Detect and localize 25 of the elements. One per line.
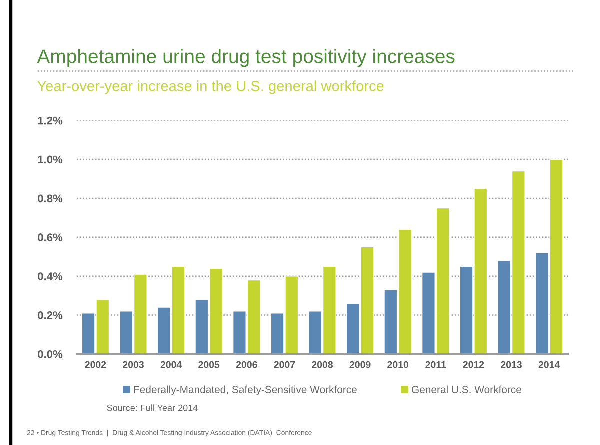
legend-label: General U.S. Workforce [412,386,522,394]
chart-title: Amphetamine urine drug test positivity increases [37,49,455,68]
y-tick-label: 0.2% [38,312,63,320]
chart-subtitle: Year-over-year increase in the U.S. general workforce [38,80,384,94]
x-tick-label: 2005 [198,361,220,368]
x-tick-label: 2014 [538,361,560,368]
source-note: Source: Full Year 2014 [107,404,198,412]
y-tick-label: 1.2% [38,116,63,125]
x-tick-label: 2003 [123,361,144,368]
x-tick-label: 2013 [501,361,522,368]
y-tick-label: 0.4% [38,272,63,280]
x-tick-label: 2011 [426,361,446,368]
x-tick-label: 2010 [388,361,409,368]
x-tick-label: 2004 [160,361,182,368]
legend-label: Federally-Mandated, Safety-Sensitive Workforce [134,386,357,396]
y-tick-label: 0.0% [38,350,63,358]
x-tick-label: 2002 [85,361,106,368]
x-tick-label: 2008 [312,361,334,368]
x-tick-label: 2009 [350,361,371,368]
y-tick-label: 0.6% [38,234,63,242]
x-tick-label: 2007 [274,361,296,368]
y-tick-label: 1.0% [38,156,63,164]
y-tick-label: 0.8% [38,194,63,203]
x-tick-label: 2006 [236,361,258,368]
x-tick-label: 2012 [463,361,484,368]
